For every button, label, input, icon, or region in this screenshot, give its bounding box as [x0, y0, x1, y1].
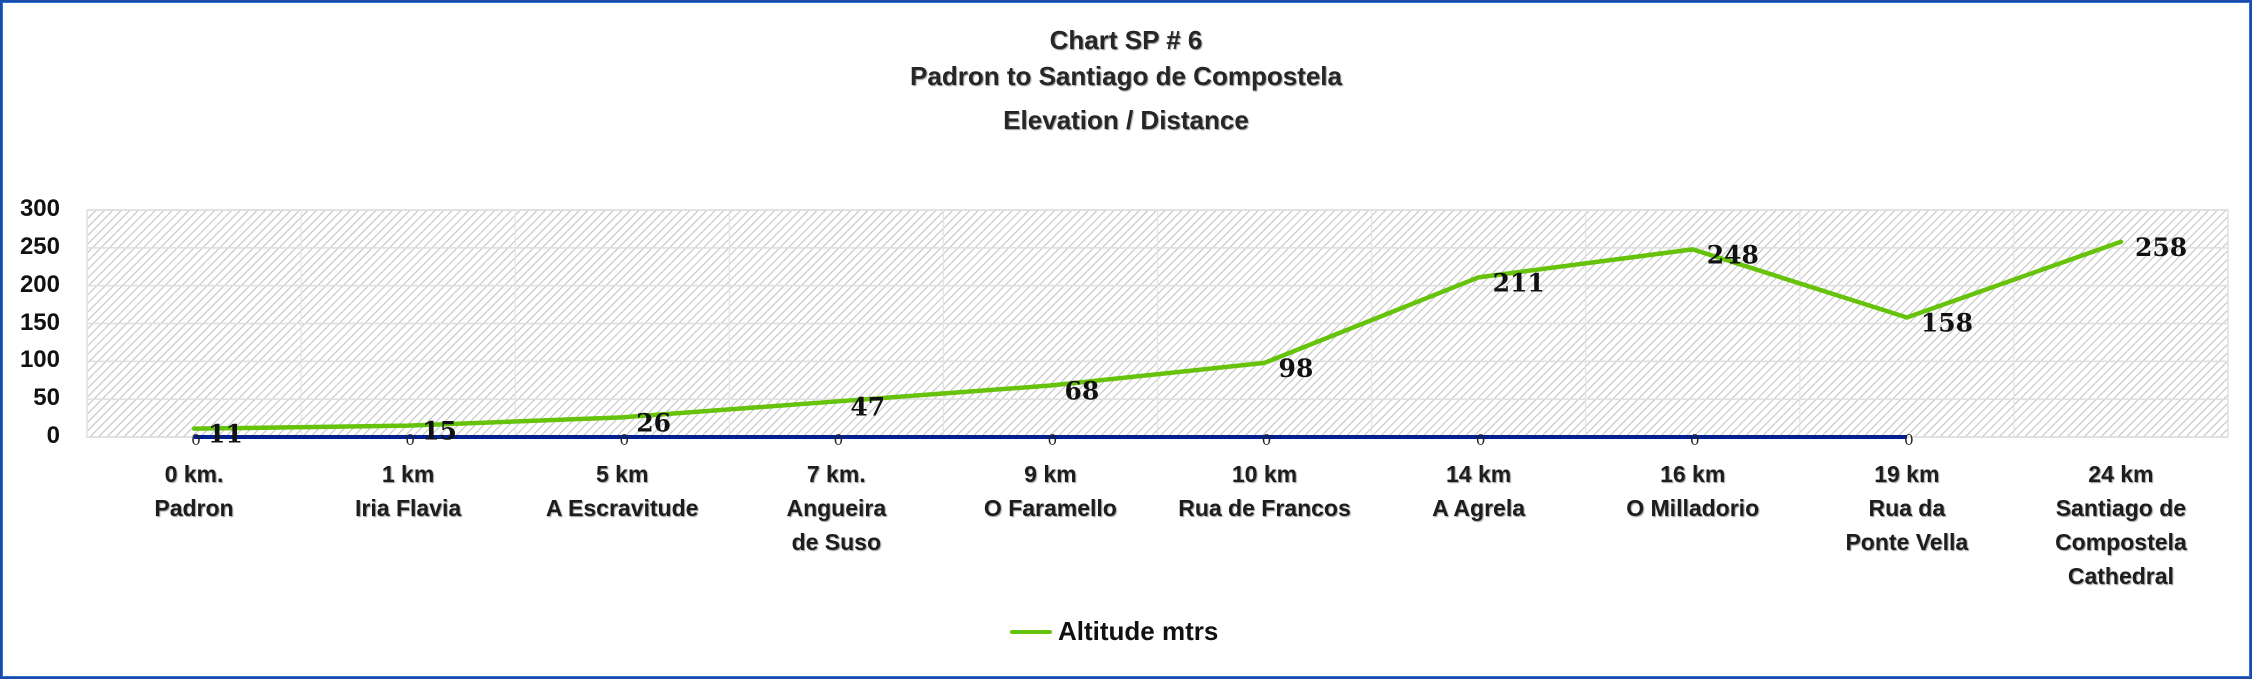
baseline-data-label: 0	[1262, 431, 1272, 449]
altitude-data-label: 68	[1064, 377, 1099, 406]
x-category-label: 19 km Rua da Ponte Vella	[1845, 461, 1969, 555]
legend-line-icon	[1010, 629, 1052, 634]
baseline-data-label: 0	[191, 431, 201, 449]
baseline-data-label: 0	[405, 431, 415, 449]
chart-title-line2: Padron to Santiago de Compostela	[910, 61, 1342, 91]
baseline-data-label: 0	[1690, 431, 1700, 449]
baseline-data-label: 0	[1904, 431, 1914, 449]
y-tick-label: 150	[19, 308, 60, 336]
chart-title-line1: Chart SP # 6	[1049, 25, 1203, 55]
baseline-data-label: 0	[1048, 431, 1058, 449]
altitude-data-label: 248	[1707, 240, 1759, 269]
y-tick-label: 250	[19, 232, 60, 260]
x-category-label: 5 km A Escravitude	[545, 461, 699, 521]
legend: Altitude mtrs	[1010, 616, 1218, 647]
x-category-label: 16 km O Milladorio	[1626, 461, 1760, 521]
baseline-data-label: 0	[834, 431, 844, 449]
x-category-label: 0 km. Padron	[154, 461, 234, 521]
altitude-data-label: 11	[208, 420, 243, 449]
x-category-label: 10 km Rua de Francos	[1178, 461, 1351, 521]
altitude-data-label: 26	[636, 408, 671, 437]
x-category-label: 14 km A Agrela	[1432, 461, 1526, 521]
altitude-data-label: 211	[1493, 268, 1545, 297]
legend-label: Altitude mtrs	[1058, 616, 1219, 646]
altitude-series-line	[191, 239, 2124, 431]
y-tick-label: 200	[19, 270, 60, 298]
y-tick-label: 0	[46, 422, 60, 449]
x-category-label: 9 km O Faramello	[983, 461, 1117, 521]
chart-title-line3: Elevation / Distance	[1003, 105, 1249, 135]
x-category-label: 24 km Santiago de Compostela Cathedral	[2055, 461, 2187, 589]
y-tick-label: 100	[19, 346, 60, 374]
x-category-label: 1 km Iria Flavia	[355, 461, 462, 521]
y-tick-label: 50	[33, 384, 60, 412]
altitude-data-label: 15	[422, 417, 457, 446]
x-category-label: 7 km. Angueira de Suso	[786, 461, 887, 555]
altitude-data-label: 98	[1279, 354, 1314, 383]
y-tick-label: 300	[19, 195, 60, 222]
altitude-data-label: 158	[1921, 308, 1973, 337]
altitude-data-label: 258	[2135, 233, 2187, 262]
altitude-data-label: 47	[850, 392, 885, 421]
baseline-data-label: 0	[1476, 431, 1486, 449]
baseline-data-label: 0	[619, 431, 629, 449]
